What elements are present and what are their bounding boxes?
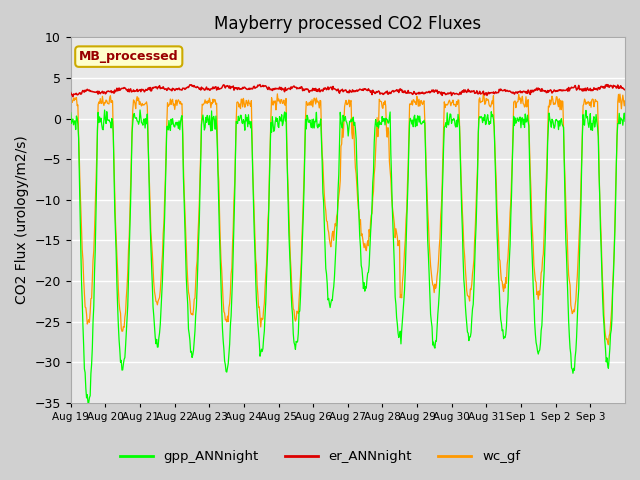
Title: Mayberry processed CO2 Fluxes: Mayberry processed CO2 Fluxes — [214, 15, 481, 33]
Text: MB_processed: MB_processed — [79, 50, 179, 63]
Y-axis label: CO2 Flux (urology/m2/s): CO2 Flux (urology/m2/s) — [15, 136, 29, 304]
Legend: gpp_ANNnight, er_ANNnight, wc_gf: gpp_ANNnight, er_ANNnight, wc_gf — [115, 445, 525, 468]
